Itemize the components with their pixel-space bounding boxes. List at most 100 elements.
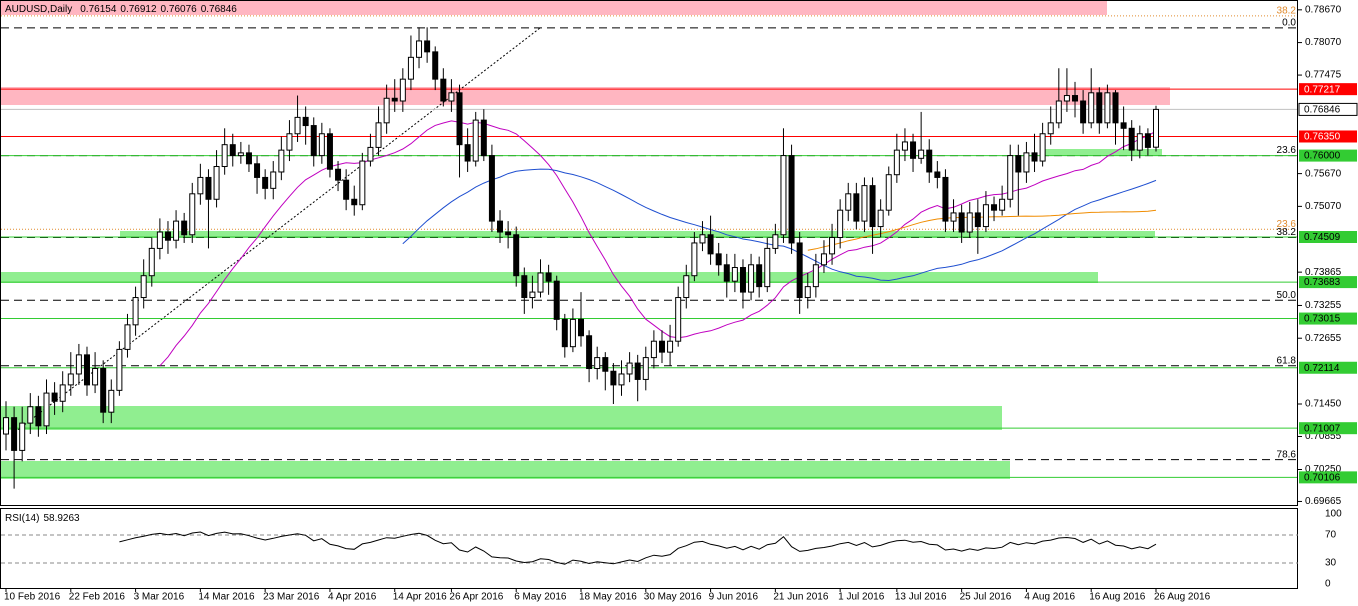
candle-body bbox=[569, 318, 576, 348]
level-box bbox=[1299, 471, 1357, 484]
level-box bbox=[1299, 130, 1357, 143]
y-tick-label: 0.70855 bbox=[1305, 431, 1342, 442]
moving-averages bbox=[159, 120, 1157, 367]
x-tick-label: 18 May 2016 bbox=[579, 592, 637, 603]
candle-body bbox=[100, 368, 107, 413]
candle-body bbox=[367, 146, 374, 162]
support-zone bbox=[1, 461, 1010, 479]
candle-body bbox=[780, 155, 787, 236]
candle-body bbox=[237, 152, 244, 157]
candle-body bbox=[335, 168, 342, 181]
candle-body bbox=[245, 152, 252, 165]
candle-body bbox=[901, 141, 908, 151]
fib-label: 23.6 bbox=[1277, 219, 1297, 230]
candle-body bbox=[910, 141, 917, 159]
candle-body bbox=[359, 160, 366, 206]
candle-body bbox=[610, 370, 617, 386]
candle-body bbox=[480, 119, 487, 157]
x-tick-label: 3 Mar 2016 bbox=[134, 592, 185, 603]
candle-body bbox=[715, 253, 722, 266]
candle-body bbox=[553, 280, 560, 320]
candle-body bbox=[92, 368, 99, 386]
candle-body bbox=[658, 340, 665, 353]
y-tick-label: 0.70250 bbox=[1305, 464, 1342, 475]
level-label: 0.76350 bbox=[1304, 132, 1341, 143]
candle-body bbox=[1128, 127, 1135, 151]
level-box bbox=[1299, 83, 1357, 96]
last-open: 0.76154 bbox=[80, 4, 117, 15]
candle-body bbox=[748, 264, 755, 293]
candle-body bbox=[707, 234, 714, 255]
support-zone bbox=[1040, 149, 1162, 156]
candle-body bbox=[999, 198, 1006, 211]
candle-body bbox=[1104, 92, 1111, 124]
level-label: 0.76000 bbox=[1304, 151, 1341, 162]
candle-body bbox=[294, 116, 301, 135]
candle-body bbox=[148, 247, 155, 277]
candle-body bbox=[966, 212, 973, 233]
candle-body bbox=[667, 340, 674, 353]
candle-body bbox=[440, 78, 447, 102]
candle-body bbox=[699, 234, 706, 244]
candle-body bbox=[529, 291, 536, 299]
candle-body bbox=[926, 149, 933, 173]
candle-body bbox=[383, 97, 390, 124]
candle-body bbox=[829, 236, 836, 255]
x-tick-label: 30 May 2016 bbox=[644, 592, 702, 603]
rsi-value: 58.9263 bbox=[43, 513, 80, 524]
candle-body bbox=[27, 406, 34, 424]
level-box bbox=[1299, 230, 1357, 243]
candle-body bbox=[254, 163, 261, 178]
chart-header: AUDUSD,Daily 0.76154 0.76912 0.76076 0.76846 bbox=[5, 4, 237, 15]
y-tick-label: 0.75070 bbox=[1305, 201, 1342, 212]
x-tick-label: 23 Mar 2016 bbox=[263, 592, 320, 603]
candle-body bbox=[67, 373, 74, 386]
candle-body bbox=[181, 220, 188, 236]
x-tick-label: 4 Apr 2016 bbox=[328, 592, 377, 603]
candle-body bbox=[691, 242, 698, 277]
candle-body bbox=[626, 362, 633, 375]
candle-body bbox=[618, 373, 625, 386]
candle-body bbox=[3, 417, 9, 435]
candle-body bbox=[432, 51, 439, 80]
level-label: 0.71007 bbox=[1304, 423, 1341, 434]
candle-body bbox=[375, 122, 382, 148]
resistance-zone bbox=[1, 1, 1107, 15]
moving-average bbox=[807, 209, 1157, 251]
candle-body bbox=[545, 272, 552, 282]
candle-body bbox=[310, 125, 317, 157]
candle-body bbox=[116, 348, 123, 391]
main-panel-frame bbox=[0, 0, 1298, 506]
candle-body bbox=[731, 267, 738, 282]
rsi-panel-frame bbox=[0, 508, 1298, 589]
candle-body bbox=[991, 204, 998, 211]
candle-body bbox=[140, 275, 147, 299]
candle-body bbox=[51, 392, 58, 402]
candle-body bbox=[642, 357, 649, 380]
candle-body bbox=[464, 144, 471, 162]
last-high: 0.76912 bbox=[120, 4, 157, 15]
candle-body bbox=[561, 318, 568, 348]
rsi-tick-label: 30 bbox=[1325, 558, 1337, 569]
x-tick-label: 21 Jun 2016 bbox=[773, 592, 828, 603]
candle-body bbox=[472, 119, 479, 162]
candle-body bbox=[602, 357, 609, 372]
candle-body bbox=[75, 354, 82, 375]
x-tick-label: 10 Feb 2016 bbox=[4, 592, 61, 603]
candle-body bbox=[1080, 100, 1087, 124]
candle-body bbox=[788, 155, 795, 244]
candle-body bbox=[270, 171, 277, 189]
candle-body bbox=[650, 340, 657, 359]
candle-body bbox=[124, 324, 131, 350]
candle-body bbox=[424, 40, 431, 53]
candle-body bbox=[407, 56, 414, 80]
level-box bbox=[1299, 149, 1357, 162]
candle-body bbox=[262, 176, 269, 189]
candle-body bbox=[853, 193, 860, 222]
candle-body bbox=[934, 171, 941, 178]
candle-body bbox=[286, 133, 293, 151]
candle-body bbox=[43, 392, 50, 427]
rsi-tick-label: 100 bbox=[1325, 509, 1342, 520]
candle-body bbox=[1112, 92, 1119, 124]
fib-label: 50.0 bbox=[1277, 290, 1297, 301]
